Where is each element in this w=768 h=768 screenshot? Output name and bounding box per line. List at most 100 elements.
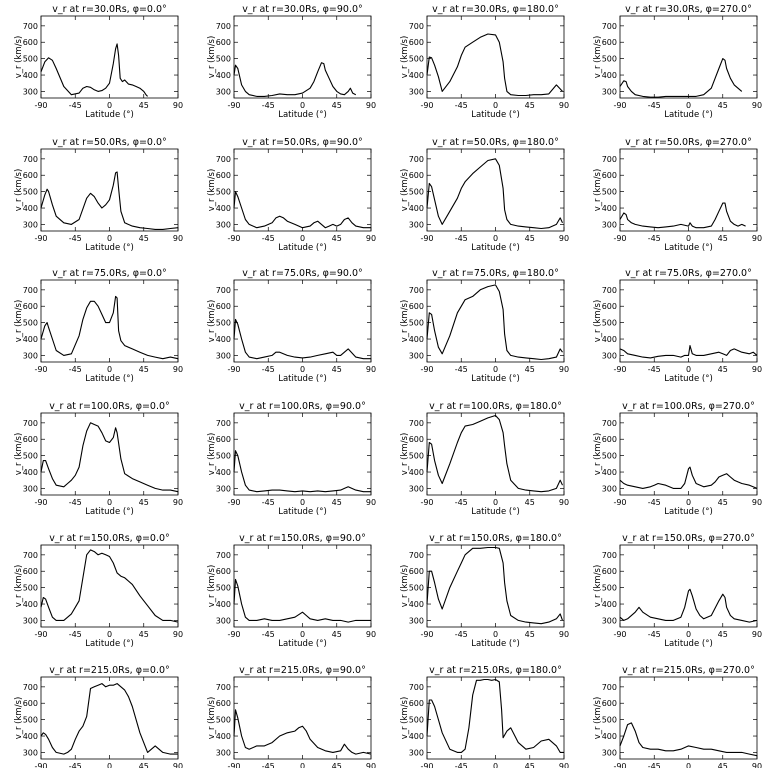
series-line [233, 450, 371, 493]
x-tick-label: -45 [69, 498, 82, 507]
y-axis-label: v_r (km/s) [207, 36, 217, 79]
y-tick-label: 600 [602, 435, 617, 444]
plot-frame [40, 412, 179, 496]
panel-title: v_r at r=50.0Rs, φ=270.0° [625, 137, 752, 148]
x-tick-label: 0 [686, 630, 691, 639]
x-tick-label: 0 [300, 762, 305, 768]
panel-title: v_r at r=75.0Rs, φ=180.0° [432, 268, 559, 279]
x-tick-label: -90 [420, 101, 433, 110]
y-tick-label: 300 [409, 484, 424, 493]
series-line [233, 191, 371, 229]
y-tick-label: 300 [216, 351, 231, 360]
y-tick-label: 400 [23, 335, 38, 344]
y-tick-label: 600 [602, 302, 617, 311]
y-tick-label: 300 [409, 748, 424, 757]
x-tick-label: 45 [332, 630, 342, 639]
x-tick-label: 45 [332, 234, 342, 243]
panel-2-3: v_r at r=75.0Rs, φ=270.0° -90 -45 0 45 90 300 4… [593, 268, 762, 384]
x-tick-label: 90 [752, 498, 762, 507]
x-tick-label: 0 [686, 234, 691, 243]
x-tick-label: -90 [613, 762, 626, 768]
x-axis-label: Latitude (°) [278, 507, 327, 517]
series-line [40, 295, 179, 360]
y-tick-label: 400 [602, 600, 617, 609]
x-axis-label: Latitude (°) [664, 639, 713, 649]
x-tick-label: 45 [139, 234, 149, 243]
plot-frame [233, 279, 372, 363]
plot-frame [619, 676, 758, 760]
y-axis-label: v_r (km/s) [400, 300, 410, 343]
panel-5-3: v_r at r=215.0Rs, φ=270.0° -90 -45 0 45 90 300… [593, 665, 762, 768]
y-tick-label: 300 [23, 616, 38, 625]
series-line [426, 158, 563, 230]
y-tick-label: 400 [602, 335, 617, 344]
y-tick-label: 700 [216, 155, 231, 164]
panel-title: v_r at r=100.0Rs, φ=270.0° [622, 401, 755, 412]
series-line [233, 709, 372, 755]
series-line [233, 318, 371, 360]
x-tick-label: 90 [173, 234, 183, 243]
x-tick-label: -90 [227, 630, 240, 639]
y-tick-label: 300 [602, 87, 617, 96]
x-axis-label: Latitude (°) [85, 374, 134, 384]
x-tick-label: 45 [718, 365, 728, 374]
panel-0-0: v_r at r=30.0Rs, φ=0.0° -90 -45 0 45 90 300 400… [14, 4, 183, 120]
y-tick-label: 500 [216, 452, 231, 461]
y-axis-label: v_r (km/s) [14, 36, 24, 79]
series-line [40, 43, 149, 97]
series-line [233, 62, 357, 97]
plot-frame [233, 148, 372, 232]
x-tick-label: -45 [455, 234, 468, 243]
x-axis-label: Latitude (°) [278, 639, 327, 649]
y-tick-label: 600 [23, 302, 38, 311]
panel-title: v_r at r=150.0Rs, φ=180.0° [429, 533, 562, 544]
y-tick-label: 600 [602, 699, 617, 708]
series-line [619, 722, 758, 757]
x-tick-label: -45 [648, 101, 661, 110]
plot-frame [233, 544, 372, 628]
y-tick-label: 300 [409, 220, 424, 229]
y-tick-label: 500 [23, 55, 38, 64]
y-tick-label: 500 [23, 452, 38, 461]
y-tick-label: 300 [216, 87, 231, 96]
x-tick-label: 0 [107, 101, 112, 110]
y-tick-label: 700 [216, 286, 231, 295]
x-tick-label: 90 [559, 630, 569, 639]
x-tick-label: -45 [262, 365, 275, 374]
y-axis-label: v_r (km/s) [593, 697, 603, 740]
x-tick-label: -45 [262, 101, 275, 110]
panel-3-1: v_r at r=100.0Rs, φ=90.0° -90 -45 0 45 90 300 4… [207, 401, 376, 517]
panel-title: v_r at r=30.0Rs, φ=180.0° [432, 4, 559, 15]
x-tick-label: -45 [648, 365, 661, 374]
x-tick-label: 0 [300, 234, 305, 243]
y-tick-label: 300 [409, 616, 424, 625]
series-line [426, 33, 563, 97]
y-tick-label: 700 [23, 419, 38, 428]
x-tick-label: 45 [718, 498, 728, 507]
panel-5-0: v_r at r=215.0Rs, φ=0.0° -90 -45 0 45 90 300 40… [14, 665, 183, 768]
panel-1-1: v_r at r=50.0Rs, φ=90.0° -90 -45 0 45 90 300 40… [207, 137, 376, 253]
y-tick-label: 300 [216, 748, 231, 757]
y-tick-label: 400 [602, 468, 617, 477]
x-tick-label: 0 [686, 365, 691, 374]
x-tick-label: 90 [366, 101, 376, 110]
x-axis-label: Latitude (°) [85, 639, 134, 649]
y-tick-label: 600 [23, 435, 38, 444]
panel-3-3: v_r at r=100.0Rs, φ=270.0° -90 -45 0 45 90 300… [593, 401, 762, 517]
plot-frame [233, 412, 372, 496]
y-axis-label: v_r (km/s) [400, 169, 410, 212]
x-tick-label: 90 [752, 762, 762, 768]
y-tick-label: 300 [602, 484, 617, 493]
y-tick-label: 400 [216, 732, 231, 741]
y-tick-label: 500 [409, 188, 424, 197]
y-tick-label: 700 [409, 286, 424, 295]
y-tick-label: 400 [216, 71, 231, 80]
x-tick-label: 90 [173, 762, 183, 768]
panel-4-3: v_r at r=150.0Rs, φ=270.0° -90 -45 0 45 90 300… [593, 533, 762, 649]
y-tick-label: 300 [602, 616, 617, 625]
y-tick-label: 500 [409, 452, 424, 461]
x-tick-label: 90 [366, 762, 376, 768]
x-tick-label: -90 [34, 498, 47, 507]
x-tick-label: -45 [648, 630, 661, 639]
y-tick-label: 600 [409, 567, 424, 576]
